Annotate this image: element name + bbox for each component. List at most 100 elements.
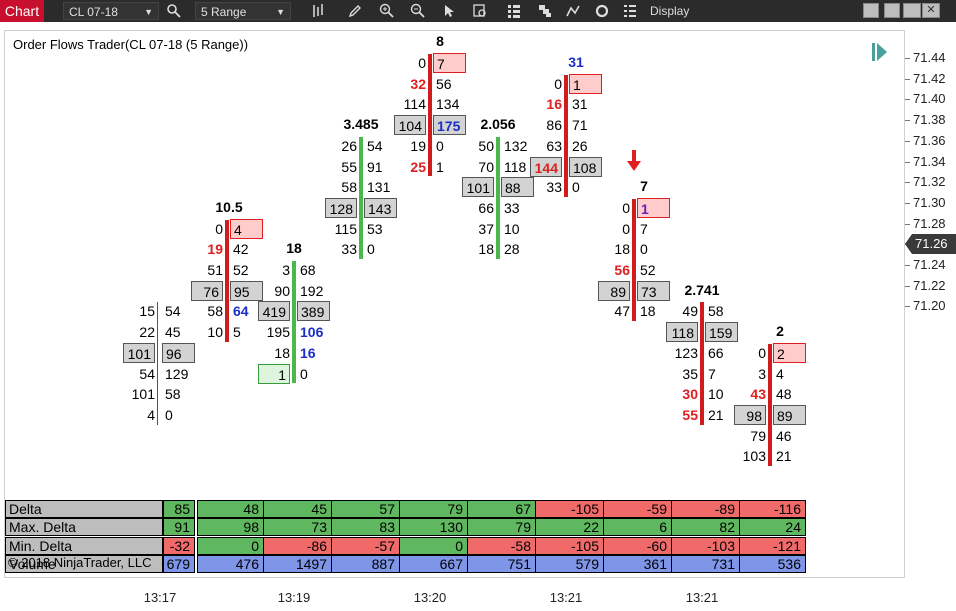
data-box-icon[interactable] xyxy=(470,1,490,21)
stats-cell: 67 xyxy=(467,500,536,518)
bid-volume-cell: 144 xyxy=(530,156,562,177)
zoom-out-icon[interactable] xyxy=(408,1,428,21)
bid-volume-cell: 0 xyxy=(758,344,766,361)
candle-body xyxy=(157,302,158,425)
price-tick-label: 71.36 xyxy=(905,132,946,148)
candle-body xyxy=(564,74,568,197)
close-button[interactable]: ✕ xyxy=(922,3,940,18)
strategies-icon[interactable] xyxy=(563,1,583,21)
bar-delta-label: 31 xyxy=(568,54,584,70)
bar-delta-label: 10.5 xyxy=(215,198,243,215)
price-axis[interactable]: 71.44 71.42 71.40 71.38 71.36 71.34 71.32 71.30… xyxy=(905,30,956,578)
candle-body xyxy=(292,261,296,384)
ask-volume-cell: 48 xyxy=(776,386,792,403)
bid-volume-cell: 419 xyxy=(258,301,290,322)
bid-volume-cell: 1 xyxy=(258,363,290,384)
bar-delta-label: 18 xyxy=(286,240,302,257)
time-tick-label: 13:17 xyxy=(143,590,177,605)
indicators-list-icon[interactable] xyxy=(620,1,640,21)
stats-row-label: Delta xyxy=(5,500,163,518)
bid-volume-cell: 195 xyxy=(266,324,290,341)
price-tick-label: 71.24 xyxy=(905,257,946,272)
bid-volume-cell: 103 xyxy=(742,448,766,465)
bid-volume-cell: 70 xyxy=(478,158,494,175)
ask-volume-cell: 7 xyxy=(640,220,648,237)
price-tick-label: 71.38 xyxy=(905,112,946,128)
ask-volume-cell: 1 xyxy=(569,73,602,94)
bid-volume-cell: 0 xyxy=(622,199,630,216)
zoom-in-icon[interactable] xyxy=(377,1,397,21)
bid-volume-cell: 118 xyxy=(666,322,698,343)
stats-cell: 361 xyxy=(603,554,672,573)
stats-cell: 130 xyxy=(399,518,468,537)
price-tick-label: 71.44 xyxy=(905,50,946,65)
ask-volume-cell: 54 xyxy=(367,137,383,154)
bid-volume-cell: 0 xyxy=(622,220,630,237)
stats-cell: 82 xyxy=(671,518,740,537)
bid-volume-cell: 55 xyxy=(341,158,357,175)
ask-volume-cell: 58 xyxy=(165,386,181,403)
templates-icon[interactable] xyxy=(535,1,555,21)
ask-volume-cell: 0 xyxy=(640,241,648,258)
ask-volume-cell: 18 xyxy=(640,303,656,320)
stats-cell: -32 xyxy=(163,536,195,555)
chart-panel[interactable] xyxy=(4,30,905,578)
ask-volume-cell: 71 xyxy=(572,117,588,134)
candle-body xyxy=(359,136,363,259)
chart-title: Order Flows Trader(CL 07-18 (5 Range)) xyxy=(13,37,249,52)
stats-cell: 667 xyxy=(399,554,468,573)
stats-cell: 83 xyxy=(331,518,400,537)
bid-volume-cell: 0 xyxy=(215,220,223,237)
stats-cell: 98 xyxy=(197,518,264,537)
price-tick-label: 71.30 xyxy=(905,194,946,210)
ask-volume-cell: 389 xyxy=(297,301,330,322)
stats-cell: 679 xyxy=(163,554,195,573)
scroll-to-end-icon[interactable] xyxy=(871,42,889,62)
ask-volume-cell: 134 xyxy=(436,96,460,113)
bar-style-icon[interactable] xyxy=(309,1,329,21)
ask-volume-cell: 1 xyxy=(436,158,444,175)
minimize-button[interactable] xyxy=(884,3,900,18)
bid-volume-cell: 114 xyxy=(403,96,426,113)
bar-delta-label: 7 xyxy=(640,178,648,195)
ask-volume-cell: 132 xyxy=(504,137,528,154)
pencil-icon[interactable] xyxy=(345,1,365,21)
reload-icon[interactable] xyxy=(592,1,612,21)
ask-volume-cell: 2 xyxy=(773,342,806,363)
bid-volume-cell: 128 xyxy=(325,197,357,218)
stats-cell: -60 xyxy=(603,536,672,555)
bid-volume-cell: 50 xyxy=(478,137,494,154)
ask-volume-cell: 58 xyxy=(708,303,724,320)
instrument-selector[interactable]: CL 07-18 ▼ xyxy=(63,2,159,20)
stats-cell: 887 xyxy=(331,554,400,573)
ask-volume-cell: 143 xyxy=(364,197,397,218)
time-tick-label: 13:21 xyxy=(685,590,719,605)
chart-tab[interactable]: Chart xyxy=(0,0,44,22)
display-label[interactable]: Display xyxy=(650,4,690,18)
bid-volume-cell: 35 xyxy=(682,365,698,382)
ask-volume-cell: 45 xyxy=(165,324,181,341)
ask-volume-cell: 131 xyxy=(367,179,391,196)
price-tick-label: 71.42 xyxy=(905,70,946,86)
bid-volume-cell: 79 xyxy=(750,427,766,444)
search-icon[interactable] xyxy=(164,1,184,21)
candle-body xyxy=(496,136,500,259)
ask-volume-cell: 175 xyxy=(433,115,466,136)
bid-volume-cell: 22 xyxy=(139,324,155,341)
pointer-icon[interactable] xyxy=(439,1,459,21)
time-axis[interactable]: 13:17 13:19 13:20 13:21 13:21 xyxy=(0,578,905,611)
ask-volume-cell: 4 xyxy=(776,365,784,382)
bid-volume-cell: 55 xyxy=(682,406,698,423)
maximize-button[interactable] xyxy=(903,3,921,18)
period-selector[interactable]: 5 Range ▼ xyxy=(195,2,291,20)
properties-icon[interactable] xyxy=(504,1,524,21)
stats-cell: 79 xyxy=(399,500,468,518)
ask-volume-cell: 16 xyxy=(300,344,316,361)
ask-volume-cell: 4 xyxy=(230,218,263,239)
stats-cell: -86 xyxy=(263,536,332,555)
bid-volume-cell: 101 xyxy=(462,177,494,198)
ask-volume-cell: 64 xyxy=(233,303,249,320)
stats-cell: 731 xyxy=(671,554,740,573)
tile-button[interactable] xyxy=(863,3,879,18)
ask-volume-cell: 28 xyxy=(504,241,520,258)
